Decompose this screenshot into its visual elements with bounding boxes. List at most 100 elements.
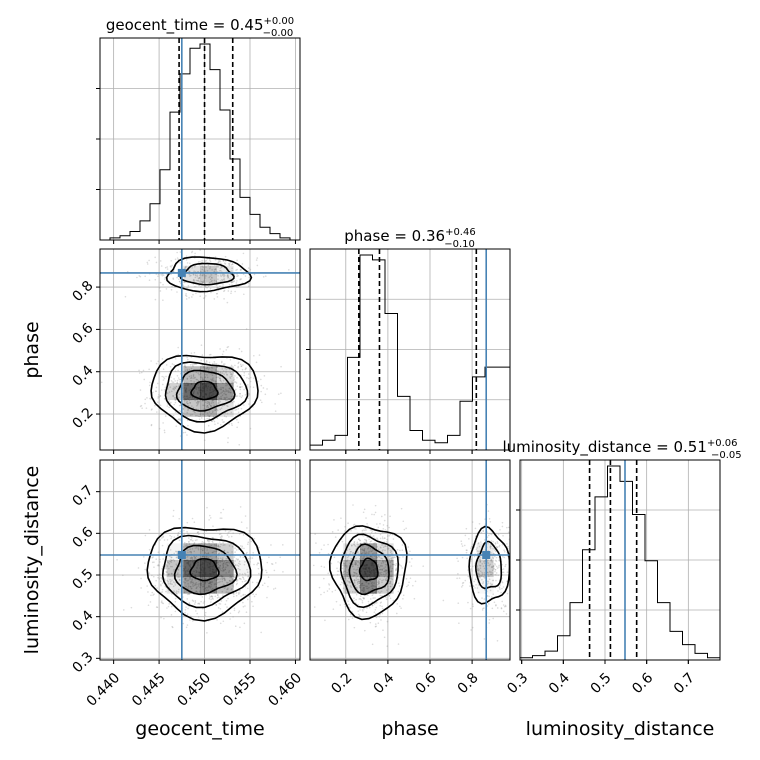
scatter-point	[161, 567, 163, 570]
scatter-point	[218, 602, 221, 605]
scatter-point	[260, 401, 263, 404]
scatter-point	[169, 583, 172, 585]
scatter-point	[503, 550, 506, 553]
scatter-point	[227, 405, 229, 408]
scatter-point	[376, 557, 378, 559]
scatter-point	[359, 539, 361, 542]
scatter-point	[193, 285, 196, 288]
scatter-point	[162, 376, 165, 378]
scatter-point	[221, 576, 223, 578]
scatter-point	[175, 563, 178, 565]
scatter-point	[198, 277, 201, 279]
scatter-point	[217, 262, 219, 264]
scatter-point	[171, 559, 173, 562]
scatter-point	[219, 285, 221, 288]
scatter-point	[169, 534, 171, 537]
scatter-point	[237, 403, 240, 406]
scatter-point	[379, 578, 381, 581]
scatter-point	[175, 550, 177, 553]
scatter-point	[492, 565, 494, 568]
scatter-point	[495, 556, 498, 559]
scatter-point	[201, 259, 203, 262]
scatter-point	[379, 594, 382, 597]
scatter-point	[273, 569, 276, 572]
scatter-point	[376, 559, 379, 561]
scatter-point	[379, 604, 381, 607]
scatter-point	[171, 579, 173, 581]
scatter-point	[507, 526, 510, 529]
scatter-point	[205, 266, 207, 268]
scatter-point	[203, 418, 206, 421]
scatter-point	[160, 389, 163, 391]
scatter-point	[217, 286, 219, 289]
scatter-point	[188, 270, 191, 273]
scatter-point	[153, 593, 155, 595]
scatter-point	[186, 545, 188, 547]
scatter-point	[373, 513, 375, 516]
scatter-point	[158, 578, 161, 580]
scatter-point	[388, 558, 391, 561]
scatter-point	[186, 434, 188, 436]
scatter-point	[211, 595, 213, 598]
scatter-point	[192, 600, 195, 603]
y-tick-label: 0.4	[70, 362, 97, 389]
scatter-point	[343, 563, 346, 565]
scatter-point	[195, 590, 198, 593]
scatter-point	[231, 381, 233, 383]
scatter-point	[224, 255, 227, 258]
scatter-point	[394, 564, 397, 567]
scatter-point	[348, 577, 350, 580]
scatter-point	[377, 555, 380, 558]
scatter-point	[216, 370, 219, 373]
scatter-point	[208, 372, 210, 375]
scatter-point	[362, 610, 364, 612]
scatter-point	[162, 383, 164, 386]
density-cell	[216, 366, 234, 384]
scatter-point	[217, 562, 219, 564]
scatter-point	[234, 290, 236, 293]
scatter-point	[234, 409, 236, 411]
scatter-point	[258, 586, 261, 589]
scatter-point	[361, 584, 364, 587]
contour-line	[189, 558, 220, 582]
scatter-point	[244, 585, 247, 588]
scatter-point	[220, 574, 223, 577]
scatter-point	[223, 549, 226, 552]
scatter-point	[344, 577, 346, 580]
scatter-point	[266, 388, 268, 390]
scatter-point	[239, 388, 242, 391]
scatter-point	[362, 597, 364, 599]
scatter-point	[204, 581, 206, 583]
scatter-point	[213, 404, 215, 407]
scatter-point	[186, 262, 189, 264]
scatter-point	[155, 390, 157, 392]
scatter-point	[150, 409, 153, 411]
scatter-point	[361, 545, 364, 547]
density-cell	[476, 560, 494, 577]
scatter-point	[226, 373, 228, 376]
scatter-point	[211, 277, 213, 279]
scatter-point	[187, 579, 190, 582]
scatter-point	[189, 275, 191, 277]
scatter-point	[242, 364, 244, 366]
scatter-point	[358, 586, 361, 588]
scatter-point	[355, 579, 358, 581]
scatter-point	[204, 577, 207, 580]
scatter-point	[379, 571, 381, 574]
scatter-point	[215, 603, 218, 606]
scatter-point	[192, 558, 194, 561]
scatter-point	[385, 541, 388, 543]
scatter-point	[235, 592, 238, 594]
scatter-point	[494, 568, 496, 571]
scatter-point	[189, 585, 192, 588]
scatter-point	[476, 547, 478, 549]
scatter-point	[151, 591, 154, 594]
scatter-point	[368, 582, 370, 585]
scatter-point	[167, 580, 170, 583]
scatter-point	[237, 592, 240, 594]
scatter-point	[198, 280, 200, 282]
scatter-point	[353, 579, 356, 582]
scatter-point	[468, 538, 470, 540]
scatter-point	[381, 605, 383, 608]
scatter-point	[213, 583, 216, 586]
